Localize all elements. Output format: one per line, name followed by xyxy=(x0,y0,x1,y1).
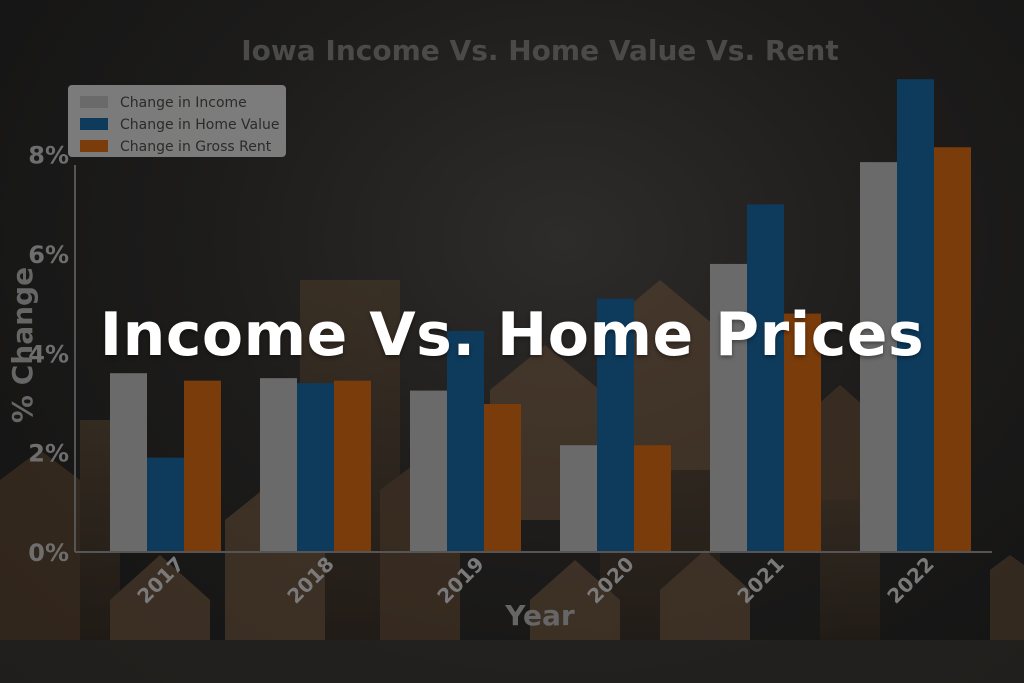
bar-change-in-gross-rent-2019 xyxy=(484,403,521,552)
x-tick-label: 2022 xyxy=(882,552,938,608)
legend-label: Change in Home Value xyxy=(120,117,280,133)
bar-change-in-gross-rent-2021 xyxy=(784,313,821,552)
bar-change-in-gross-rent-2018 xyxy=(334,380,371,552)
y-tick-label: 2% xyxy=(28,440,69,468)
overlay-title: Income Vs. Home Prices xyxy=(99,300,925,370)
bar-change-in-income-2020 xyxy=(560,445,597,552)
bar-change-in-income-2017 xyxy=(110,373,147,552)
bar-change-in-home-value-2021 xyxy=(747,204,784,553)
y-axis-ticks: 0% 2% 4% 6% 8% xyxy=(28,142,69,567)
bars xyxy=(110,79,971,553)
bar-change-in-home-value-2019 xyxy=(447,330,484,552)
bar-change-in-income-2021 xyxy=(710,263,747,552)
bar-change-in-gross-rent-2022 xyxy=(934,147,971,552)
legend-swatch xyxy=(80,96,108,108)
x-tick-label: 2021 xyxy=(732,552,788,608)
bar-change-in-income-2022 xyxy=(860,162,897,552)
bar-change-in-gross-rent-2017 xyxy=(184,380,221,552)
legend-swatch xyxy=(80,118,108,130)
bar-change-in-home-value-2022 xyxy=(897,79,934,552)
bar-change-in-gross-rent-2020 xyxy=(634,445,671,552)
bar-change-in-home-value-2018 xyxy=(297,383,334,552)
legend-swatch xyxy=(80,140,108,152)
y-tick-label: 8% xyxy=(28,142,69,170)
legend-box xyxy=(68,85,286,157)
y-tick-label: 4% xyxy=(28,340,69,368)
legend: Change in Income Change in Home Value Chan… xyxy=(68,85,286,157)
x-axis-label: Year xyxy=(504,599,575,632)
legend-label: Change in Gross Rent xyxy=(120,139,272,155)
y-axis-label: % Change xyxy=(6,267,39,423)
bar-change-in-home-value-2020 xyxy=(597,298,634,552)
bar-change-in-home-value-2017 xyxy=(147,457,184,552)
y-tick-label: 0% xyxy=(28,539,69,567)
bar-change-in-income-2019 xyxy=(410,390,447,552)
legend-label: Change in Income xyxy=(120,95,247,111)
chart-title: Iowa Income Vs. Home Value Vs. Rent xyxy=(241,34,838,67)
y-tick-label: 6% xyxy=(28,241,69,269)
bar-change-in-income-2018 xyxy=(260,378,297,552)
